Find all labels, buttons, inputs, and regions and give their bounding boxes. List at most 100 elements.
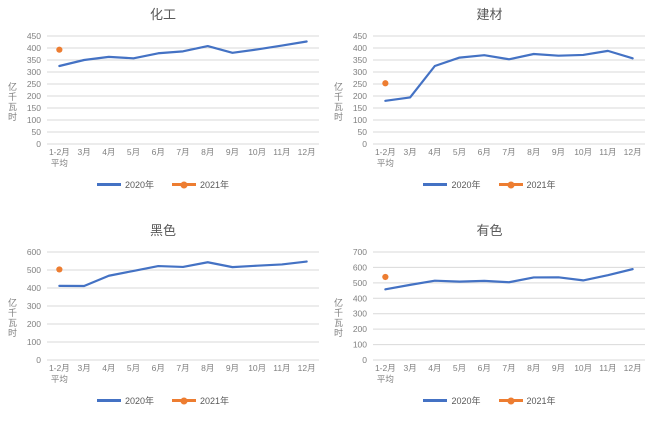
svg-text:700: 700: [353, 247, 367, 257]
svg-text:6月: 6月: [478, 147, 491, 157]
svg-text:6月: 6月: [478, 363, 491, 373]
svg-text:8月: 8月: [201, 147, 214, 157]
svg-text:100: 100: [353, 115, 367, 125]
y-axis-title: 亿千瓦时: [333, 82, 343, 122]
chart-title: 化工: [149, 7, 176, 22]
svg-text:7月: 7月: [502, 363, 515, 373]
svg-text:9月: 9月: [552, 363, 565, 373]
svg-text:450: 450: [27, 31, 41, 41]
line-swatch-icon: [96, 183, 121, 186]
svg-text:1-2月: 1-2月: [375, 147, 396, 157]
legend-item-2021: 2021年: [498, 178, 556, 191]
svg-text:平均: 平均: [51, 374, 68, 384]
svg-text:0: 0: [362, 355, 367, 365]
legend-item-2020: 2020年: [96, 178, 154, 191]
svg-text:250: 250: [27, 79, 41, 89]
svg-text:12月: 12月: [624, 147, 642, 157]
svg-text:10月: 10月: [248, 363, 266, 373]
svg-text:450: 450: [353, 31, 367, 41]
svg-text:400: 400: [353, 293, 367, 303]
svg-text:1-2月: 1-2月: [375, 363, 396, 373]
svg-text:10月: 10月: [574, 147, 592, 157]
line-swatch-icon: [96, 399, 121, 402]
legend-label: 2021年: [200, 180, 230, 190]
svg-text:350: 350: [27, 55, 41, 65]
chart-legend: 2020年 2021年: [326, 178, 653, 191]
svg-text:100: 100: [353, 340, 367, 350]
svg-text:100: 100: [27, 337, 41, 347]
svg-text:200: 200: [353, 324, 367, 334]
svg-text:250: 250: [353, 79, 367, 89]
svg-text:4月: 4月: [428, 147, 441, 157]
svg-text:平均: 平均: [377, 158, 394, 168]
line-dot-swatch-icon: [172, 397, 196, 404]
svg-text:12月: 12月: [298, 147, 316, 157]
legend-item-2020: 2020年: [96, 394, 154, 407]
svg-text:50: 50: [358, 127, 368, 137]
svg-text:600: 600: [27, 247, 41, 257]
svg-text:400: 400: [27, 283, 41, 293]
chart-panel-chemical: 化工 亿千瓦时 0 50 100 150 200 250 300 350 400 450 1-2月平…: [0, 0, 326, 216]
chart-title: 黑色: [149, 223, 176, 238]
svg-text:12月: 12月: [624, 363, 642, 373]
svg-text:350: 350: [353, 55, 367, 65]
svg-text:5月: 5月: [127, 147, 140, 157]
svg-text:150: 150: [27, 103, 41, 113]
svg-text:10月: 10月: [248, 147, 266, 157]
svg-text:300: 300: [27, 301, 41, 311]
svg-text:0: 0: [36, 355, 41, 365]
legend-label: 2021年: [526, 180, 556, 190]
svg-text:200: 200: [27, 91, 41, 101]
svg-text:100: 100: [27, 115, 41, 125]
line-dot-swatch-icon: [498, 181, 523, 188]
line-dot-swatch-icon: [498, 397, 523, 404]
legend-label: 2021年: [200, 396, 230, 406]
svg-text:平均: 平均: [51, 158, 68, 168]
svg-text:9月: 9月: [226, 363, 239, 373]
svg-text:200: 200: [353, 91, 367, 101]
svg-text:150: 150: [353, 103, 367, 113]
svg-text:11月: 11月: [273, 363, 290, 373]
svg-text:300: 300: [27, 67, 41, 77]
svg-text:11月: 11月: [599, 363, 616, 373]
chart-title: 有色: [476, 223, 503, 238]
svg-text:6月: 6月: [152, 363, 165, 373]
svg-text:平均: 平均: [377, 374, 394, 384]
svg-text:0: 0: [362, 139, 367, 149]
chart-title: 建材: [476, 7, 503, 22]
svg-text:300: 300: [353, 67, 367, 77]
y-axis-title: 亿千瓦时: [7, 82, 17, 122]
svg-text:400: 400: [27, 43, 41, 53]
svg-text:0: 0: [36, 139, 41, 149]
legend-item-2020: 2020年: [423, 178, 481, 191]
svg-text:5月: 5月: [127, 363, 140, 373]
legend-label: 2020年: [451, 396, 481, 406]
chart-legend: 2020年 2021年: [0, 394, 326, 407]
svg-text:8月: 8月: [527, 147, 540, 157]
svg-text:12月: 12月: [298, 363, 316, 373]
svg-text:200: 200: [27, 319, 41, 329]
legend-label: 2020年: [124, 180, 154, 190]
y-axis-title: 亿千瓦时: [7, 298, 17, 338]
svg-text:5月: 5月: [453, 363, 466, 373]
svg-text:400: 400: [353, 43, 367, 53]
chart-legend: 2020年 2021年: [326, 394, 653, 407]
svg-text:4月: 4月: [428, 363, 441, 373]
svg-text:3月: 3月: [77, 363, 90, 373]
svg-text:3月: 3月: [403, 363, 416, 373]
svg-text:3月: 3月: [77, 147, 90, 157]
chart-panel-ferrous: 黑色 亿千瓦时 0 100 200 300 400 500 600 1-2月 平均 3月 4月 5月 6…: [0, 216, 326, 432]
svg-text:4月: 4月: [102, 363, 115, 373]
svg-text:50: 50: [32, 127, 42, 137]
svg-text:8月: 8月: [527, 363, 540, 373]
svg-text:8月: 8月: [201, 363, 214, 373]
svg-text:5月: 5月: [453, 147, 466, 157]
svg-text:7月: 7月: [502, 147, 515, 157]
svg-text:10月: 10月: [574, 363, 592, 373]
legend-label: 2020年: [451, 180, 481, 190]
svg-text:300: 300: [353, 309, 367, 319]
y-axis-title: 亿千瓦时: [333, 298, 343, 338]
svg-text:500: 500: [27, 265, 41, 275]
